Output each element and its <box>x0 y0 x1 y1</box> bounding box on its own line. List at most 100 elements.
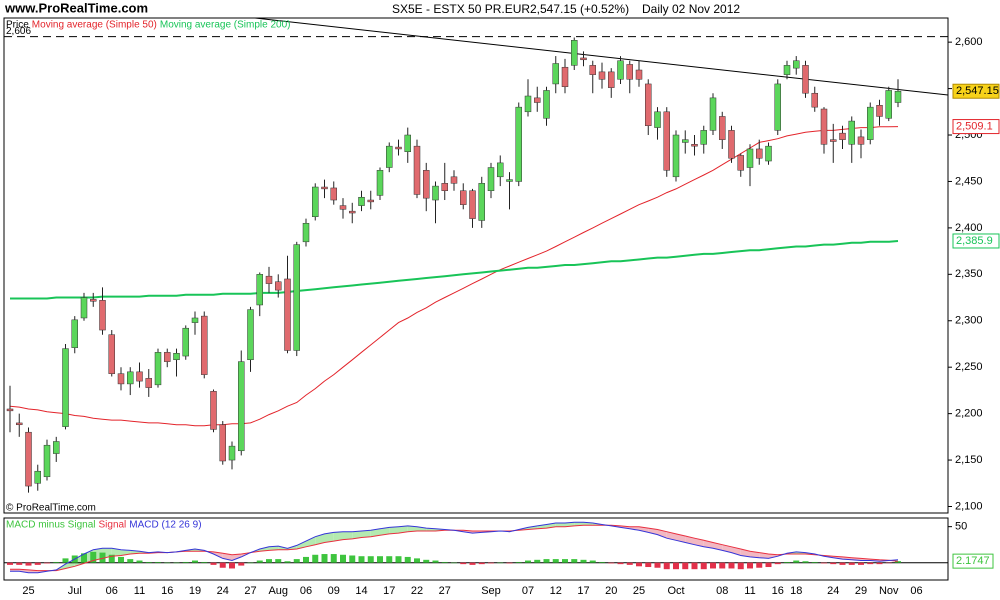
x-tick-label: 11 <box>744 585 755 597</box>
moving-average-line <box>10 240 899 300</box>
candle-body <box>682 139 689 143</box>
histogram-bar <box>395 556 402 563</box>
high-line-label: 2,606 <box>6 26 31 37</box>
histogram-bar <box>44 562 50 564</box>
candle-body <box>450 176 458 184</box>
macd-panel <box>3 517 949 581</box>
macd-fill <box>389 526 399 534</box>
histogram-bar <box>895 561 901 563</box>
macd-fill <box>232 554 242 561</box>
histogram-bar <box>700 562 707 570</box>
candle-body <box>136 371 143 382</box>
candle-body <box>358 196 365 206</box>
histogram-bar <box>229 562 235 569</box>
histogram-bar <box>219 562 226 568</box>
histogram-bar <box>589 560 596 563</box>
histogram-bar <box>377 556 383 563</box>
candle-body <box>228 445 236 461</box>
histogram-bar <box>876 562 883 565</box>
macd-fill <box>407 525 417 532</box>
candle-body <box>737 155 744 171</box>
candle-body <box>284 278 291 351</box>
candle-body <box>691 144 698 147</box>
y-tick-label: 2,350 <box>955 268 983 280</box>
candle-body <box>154 352 162 386</box>
candle-body <box>386 145 393 168</box>
candle-body <box>367 199 374 203</box>
last-value-label: 2,547.15 <box>956 85 999 97</box>
x-tick-label: Aug <box>268 585 288 597</box>
histogram-bar <box>25 562 32 566</box>
x-tick-label: Jul <box>68 585 82 597</box>
last-value-box <box>952 83 1000 99</box>
last-value-box <box>952 233 1000 249</box>
x-tick-label: 14 <box>355 585 367 597</box>
x-tick-label: 20 <box>605 585 617 597</box>
histogram-bar <box>99 552 106 563</box>
candle-body <box>469 190 476 219</box>
candle-body <box>506 179 513 182</box>
site: www.ProRealTime.com <box>4 0 148 15</box>
macd-fill <box>657 529 667 539</box>
x-tick-label: Nov <box>879 585 899 597</box>
macd-fill <box>306 536 316 547</box>
histogram-bar <box>719 562 726 569</box>
macd-fill <box>352 530 362 539</box>
histogram-bar <box>451 562 457 564</box>
x-tick-label: 19 <box>189 585 201 597</box>
histogram-bar <box>839 562 846 565</box>
histogram-bar <box>118 556 124 563</box>
histogram-bar <box>562 559 568 563</box>
histogram-bar <box>793 560 800 563</box>
histogram-bar <box>238 562 245 566</box>
histogram-bar <box>534 559 541 563</box>
candle-body <box>339 205 347 210</box>
histogram-bar <box>811 561 818 563</box>
candle-body <box>6 408 14 412</box>
candle-body <box>210 391 217 430</box>
candle-body <box>663 111 670 171</box>
histogram-bar <box>571 559 578 563</box>
macd-fill <box>417 526 427 531</box>
x-tick-label: 29 <box>855 585 867 597</box>
histogram-bar <box>460 562 467 565</box>
candle-body <box>53 441 60 454</box>
candle-body <box>783 65 791 75</box>
period: Daily 02 Nov 2012 <box>642 2 740 16</box>
candle-body <box>672 134 680 178</box>
histogram-bar <box>7 562 13 565</box>
y-tick-label: 2,250 <box>955 361 983 373</box>
histogram-bar <box>256 560 263 563</box>
chart-title: SX5E - ESTX 50 PR.EUR <box>392 2 530 16</box>
copyright: © ProRealTime.com <box>6 503 96 514</box>
x-tick-label: 17 <box>383 585 395 597</box>
candle-body <box>645 83 652 126</box>
last-value-label: 2,509.1 <box>956 120 993 132</box>
macd-fill <box>629 526 639 531</box>
histogram-bar <box>608 562 615 564</box>
candle-body <box>441 183 448 191</box>
legend-entry: Moving average (Simple 50) <box>32 20 157 31</box>
macd-fill <box>648 528 658 535</box>
macd-fill <box>343 531 353 540</box>
histogram-bar <box>765 562 772 568</box>
histogram-bar <box>145 561 152 563</box>
chart-subtitle: 2,547.15 (+0.52%) <box>530 2 629 16</box>
candle-body <box>635 69 643 80</box>
candle-body <box>330 187 337 201</box>
macd-fill <box>685 536 695 545</box>
candle-body <box>265 275 273 284</box>
histogram-bar <box>654 562 661 568</box>
histogram-bar <box>293 559 300 563</box>
histogram-bar <box>62 558 69 563</box>
candle-body <box>376 170 384 196</box>
x-tick-label: 06 <box>300 585 312 597</box>
histogram-bar <box>441 561 448 563</box>
candle-body <box>719 116 726 140</box>
x-tick-label: 27 <box>244 585 256 597</box>
histogram-bar <box>201 561 208 563</box>
x-tick-label: 24 <box>827 585 839 597</box>
histogram-bar <box>478 562 485 565</box>
macd-fill <box>324 532 334 543</box>
y-tick-label: 2,450 <box>955 175 983 187</box>
